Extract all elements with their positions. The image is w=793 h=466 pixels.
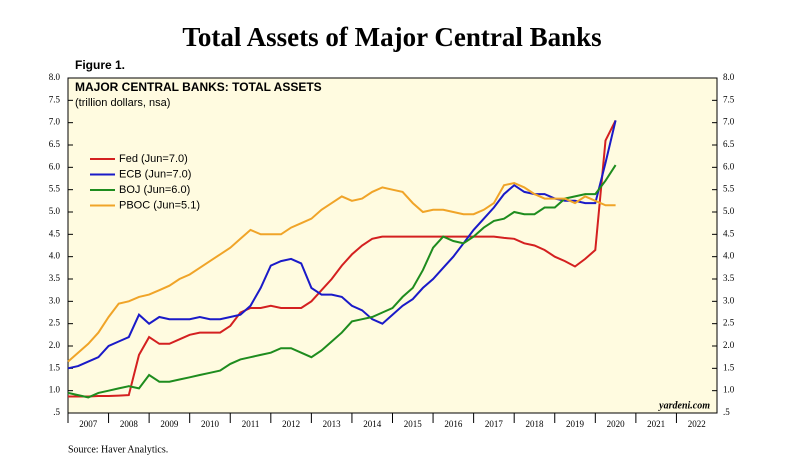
y-tick-label: 3.0 <box>49 295 61 305</box>
chart-title: MAJOR CENTRAL BANKS: TOTAL ASSETS <box>75 80 322 94</box>
x-tick-label: 2009 <box>160 419 179 429</box>
x-tick-label: 2008 <box>120 419 139 429</box>
figure-label: Figure 1. <box>75 58 125 72</box>
y2-tick-label: 6.0 <box>723 161 735 171</box>
legend-label: PBOC (Jun=5.1) <box>119 199 200 211</box>
series-line <box>67 181 616 363</box>
y-tick-label: 2.0 <box>49 340 61 350</box>
y-tick-label: 6.0 <box>49 161 61 171</box>
plot-area <box>67 77 718 414</box>
y2-tick-label: 8.0 <box>723 72 735 82</box>
y2-tick-label: 1.0 <box>723 385 735 395</box>
x-tick-label: 2015 <box>404 419 423 429</box>
y-tick-label: .5 <box>53 407 60 417</box>
y2-tick-label: 6.5 <box>723 139 735 149</box>
y-tick-label: 1.5 <box>49 362 61 372</box>
y2-tick-label: 3.5 <box>723 273 735 283</box>
source-note: Source: Haver Analytics. <box>68 444 168 455</box>
y2-tick-label: 5.0 <box>723 206 735 216</box>
y-tick-label: 7.5 <box>49 94 61 104</box>
x-tick-label: 2019 <box>566 419 585 429</box>
legend-label: Fed (Jun=7.0) <box>119 153 188 165</box>
y2-tick-label: 4.0 <box>723 251 735 261</box>
y2-tick-label: .5 <box>723 407 730 417</box>
legend-label: ECB (Jun=7.0) <box>119 168 191 180</box>
y-tick-label: 7.0 <box>49 117 61 127</box>
y-tick-label: 8.0 <box>49 72 61 82</box>
series-line <box>68 119 617 398</box>
y2-tick-label: 5.5 <box>723 184 735 194</box>
x-tick-label: 2020 <box>607 419 626 429</box>
y-tick-label: 5.0 <box>49 206 61 216</box>
x-tick-label: 2021 <box>647 419 665 429</box>
y2-tick-label: 2.5 <box>723 318 735 328</box>
chart-subtitle: (trillion dollars, nsa) <box>75 97 170 109</box>
y-tick-label: 4.5 <box>49 228 61 238</box>
x-tick-label: 2011 <box>242 419 260 429</box>
y2-tick-label: 2.0 <box>723 340 735 350</box>
page-title: Total Assets of Major Central Banks <box>182 22 601 52</box>
y2-tick-label: 7.5 <box>723 94 735 104</box>
y2-tick-label: 4.5 <box>723 228 735 238</box>
x-tick-label: 2022 <box>688 419 706 429</box>
watermark: yardeni.com <box>658 400 710 411</box>
series-line <box>67 120 617 370</box>
y-tick-label: 4.0 <box>49 251 61 261</box>
y-tick-label: 5.5 <box>49 184 61 194</box>
y-tick-label: 3.5 <box>49 273 61 283</box>
x-tick-label: 2014 <box>363 419 382 429</box>
y2-tick-label: 3.0 <box>723 295 735 305</box>
x-tick-label: 2016 <box>444 419 463 429</box>
series-line <box>67 164 617 399</box>
x-tick-label: 2018 <box>525 419 544 429</box>
x-tick-label: 2017 <box>485 419 504 429</box>
legend-label: BOJ (Jun=6.0) <box>119 184 190 196</box>
y-tick-label: 2.5 <box>49 318 61 328</box>
x-tick-label: 2007 <box>79 419 98 429</box>
y2-tick-label: 1.5 <box>723 362 735 372</box>
y-tick-label: 6.5 <box>49 139 61 149</box>
x-tick-label: 2010 <box>201 419 220 429</box>
y-tick-label: 1.0 <box>49 385 61 395</box>
x-tick-label: 2013 <box>323 419 342 429</box>
y2-tick-label: 7.0 <box>723 117 735 127</box>
x-tick-label: 2012 <box>282 419 300 429</box>
